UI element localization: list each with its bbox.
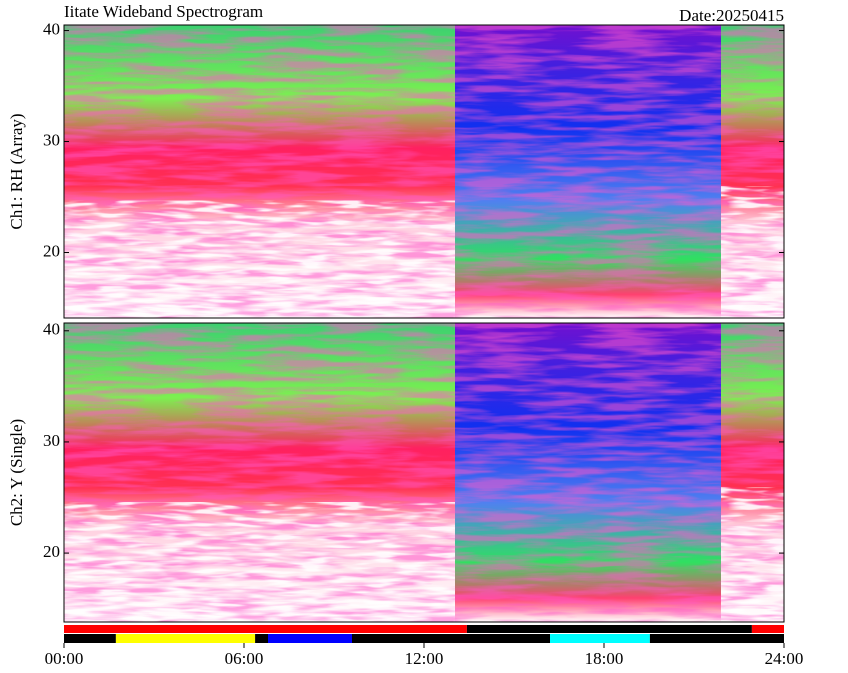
- status-segment: [466, 625, 752, 633]
- panel-frame: [63, 24, 785, 319]
- panel-frame: [63, 322, 785, 623]
- status-segment: [649, 634, 784, 643]
- status-segment: [115, 634, 256, 643]
- chart-title: Iitate Wideband Spectrogram: [64, 2, 263, 21]
- y-tick-label: 40: [43, 320, 60, 339]
- y-tick-label: 40: [43, 19, 60, 38]
- y-axis-label: Ch2: Y (Single): [7, 419, 26, 526]
- status-segment: [268, 634, 352, 643]
- status-segment: [64, 634, 116, 643]
- status-segment: [64, 625, 467, 633]
- x-tick-label: 06:00: [225, 649, 264, 668]
- x-tick-label: 12:00: [405, 649, 444, 668]
- date-label: Date:20250415: [679, 6, 784, 25]
- status-segment: [751, 625, 784, 633]
- y-axis-label: Ch1: RH (Array): [7, 113, 26, 229]
- y-tick-label: 20: [43, 241, 60, 260]
- status-segment: [352, 634, 550, 643]
- x-tick-label: 18:00: [585, 649, 624, 668]
- status-segment: [550, 634, 650, 643]
- y-tick-label: 30: [43, 130, 60, 149]
- x-tick-label: 24:00: [765, 649, 804, 668]
- x-tick-label: 00:00: [45, 649, 84, 668]
- y-tick-label: 20: [43, 542, 60, 561]
- status-segment: [255, 634, 268, 643]
- y-tick-label: 30: [43, 431, 60, 450]
